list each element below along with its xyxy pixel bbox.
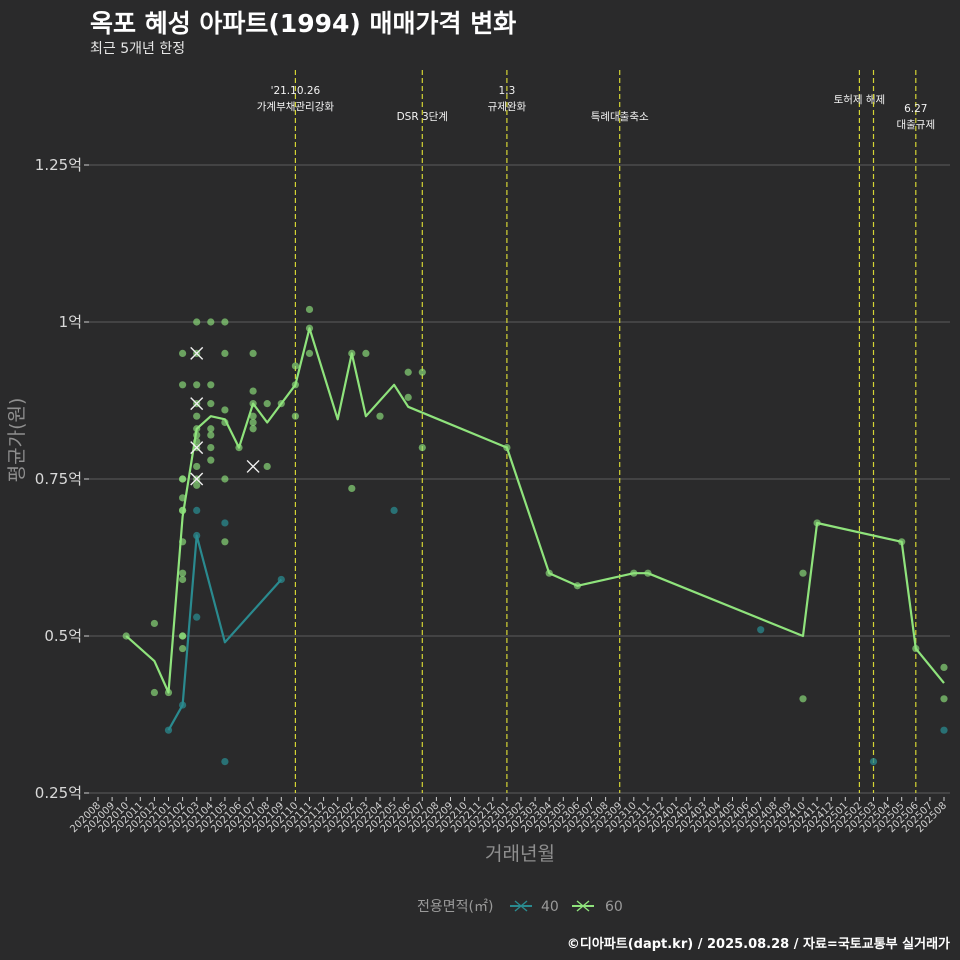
data-point-60 <box>179 575 187 584</box>
data-point-60 <box>207 444 215 452</box>
series-line-60 <box>125 327 945 694</box>
data-point-60 <box>376 412 384 420</box>
event-label: 특례대출축소 <box>591 111 649 123</box>
data-point-60 <box>179 381 187 389</box>
y-tick-label: 0.25억 <box>35 784 82 802</box>
data-point-60 <box>221 349 229 357</box>
data-point-60 <box>150 688 158 697</box>
data-point-40 <box>193 506 201 514</box>
series-lines <box>125 327 945 731</box>
data-point-60 <box>249 412 257 420</box>
data-point-60 <box>249 349 257 357</box>
data-point-60 <box>404 393 412 401</box>
data-point-60 <box>179 569 187 577</box>
data-point-60 <box>348 484 356 493</box>
data-point-60 <box>179 475 187 483</box>
x-marker <box>190 346 204 360</box>
x-axis-ticks: 2020082020092020102020112020122021012021… <box>68 797 949 835</box>
data-point-60 <box>263 400 271 408</box>
data-point-40 <box>221 758 229 766</box>
event-label: DSR 3단계 <box>397 111 448 123</box>
data-point-60 <box>193 381 201 389</box>
event-label: 1.3 <box>499 85 516 97</box>
scatter-points <box>122 305 948 766</box>
data-point-60 <box>193 462 201 471</box>
legend-label-40: 40 <box>541 899 559 915</box>
data-point-60 <box>179 644 187 653</box>
data-point-60 <box>193 318 201 326</box>
series-line-40 <box>167 534 283 731</box>
x-marker <box>246 459 260 473</box>
data-point-60 <box>179 632 187 640</box>
data-point-60 <box>207 318 215 326</box>
y-axis-title: 평균가(원) <box>6 398 28 483</box>
data-point-60 <box>249 387 257 395</box>
data-point-60 <box>799 569 807 577</box>
source-credit: ©디아파트(dapt.kr) / 2025.08.28 / 자료=국토교통부 실… <box>566 937 950 952</box>
data-point-60 <box>404 368 412 376</box>
data-point-40 <box>869 758 878 766</box>
data-point-60 <box>221 475 229 483</box>
x-marker <box>190 441 204 455</box>
data-point-60 <box>221 538 229 546</box>
data-point-60 <box>418 368 426 376</box>
data-point-60 <box>221 318 229 326</box>
x-marker <box>190 472 204 486</box>
data-point-60 <box>418 444 426 452</box>
data-point-60 <box>249 418 257 427</box>
x-markers <box>190 346 260 486</box>
data-point-60 <box>940 663 948 672</box>
event-label: 가계부채관리강화 <box>257 101 335 113</box>
y-tick-label: 0.75억 <box>35 470 82 488</box>
data-point-60 <box>291 362 299 370</box>
data-point-40 <box>390 506 398 514</box>
data-point-60 <box>207 425 215 433</box>
event-label: 규제완화 <box>488 100 527 113</box>
x-marker <box>190 397 204 411</box>
data-point-60 <box>362 349 370 357</box>
data-point-60 <box>207 381 215 389</box>
chart-title: 옥포 혜성 아파트(1994) 매매가격 변화 <box>90 9 517 38</box>
data-point-60 <box>940 695 948 703</box>
data-point-60 <box>305 349 314 357</box>
legend-item-60: 60 <box>572 899 623 915</box>
data-point-60 <box>263 462 271 471</box>
event-label: 6.27 <box>904 103 927 115</box>
data-point-60 <box>207 456 215 464</box>
legend-label-60: 60 <box>605 899 623 915</box>
data-point-60 <box>150 619 158 628</box>
data-point-60 <box>305 305 314 314</box>
legend-title: 전용면적(㎡) <box>417 899 493 915</box>
data-point-60 <box>193 481 201 489</box>
data-point-60 <box>291 412 299 420</box>
data-point-60 <box>799 695 807 703</box>
y-axis-ticks: 0.25억 0.5억 0.75억 1억 1.25억 <box>35 156 89 802</box>
data-point-60 <box>179 349 187 357</box>
legend-item-40: 40 <box>510 899 559 915</box>
x-axis-title: 거래년월 <box>485 843 555 865</box>
data-point-60 <box>249 425 257 433</box>
legend: 전용면적(㎡) 40 60 <box>417 899 623 915</box>
event-label: 대출규제 <box>896 119 935 131</box>
data-point-60 <box>221 406 229 414</box>
y-tick-label: 1억 <box>59 313 82 331</box>
event-label: 토허제 해제 <box>834 93 886 106</box>
data-point-40 <box>221 519 229 527</box>
data-point-60 <box>207 400 215 408</box>
data-point-60 <box>207 431 215 439</box>
data-point-40 <box>193 613 201 621</box>
data-point-60 <box>193 412 201 420</box>
y-tick-label: 0.5억 <box>44 627 82 645</box>
data-point-40 <box>940 726 948 734</box>
chart-subtitle: 최근 5개년 한정 <box>90 41 186 57</box>
y-tick-label: 1.25억 <box>35 156 82 174</box>
data-point-40 <box>757 626 765 634</box>
event-label: '21.10.26 <box>271 85 321 97</box>
